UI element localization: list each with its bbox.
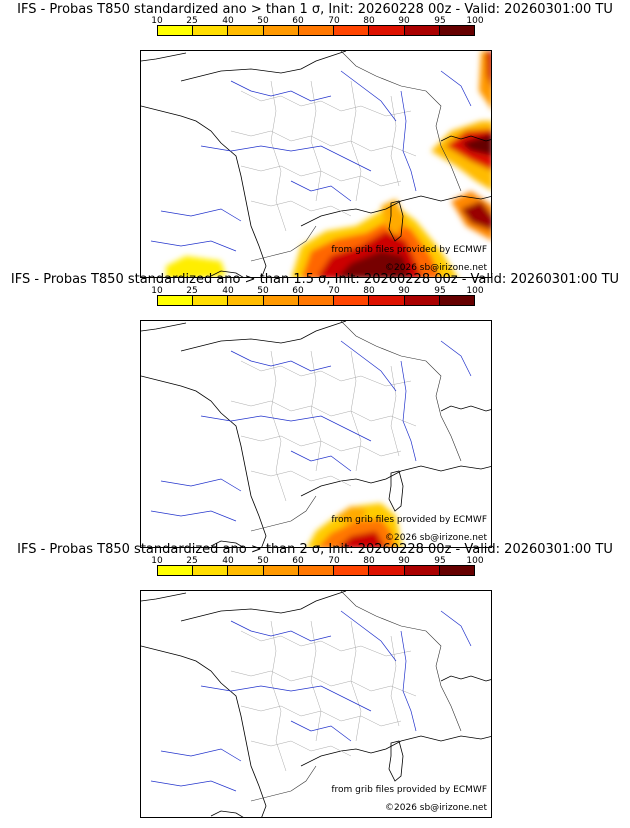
colorbar-tick: 10 — [151, 16, 163, 26]
credit-source: from grib files provided by ECMWF — [331, 785, 487, 795]
probability-shading — [307, 503, 403, 547]
colorbar-segment-40-50 — [228, 26, 264, 35]
credit-site: ©2026 sb@irizone.net — [385, 533, 487, 543]
colorbar-tick: 60 — [292, 556, 304, 566]
colorbar-tick: 95 — [434, 556, 446, 566]
colorbar-segment-60-70 — [298, 296, 335, 305]
colorbar-tick: 90 — [398, 16, 410, 26]
map-panel-1sigma: IFS - Probas T850 standardized ano > tha… — [0, 2, 630, 278]
colorbar-segment-40-50 — [228, 296, 264, 305]
colorbar-tick: 50 — [257, 556, 269, 566]
colorbar-segment-70-80 — [334, 26, 370, 35]
colorbar-segment-70-80 — [334, 296, 370, 305]
colorbar-tick: 40 — [222, 16, 234, 26]
colorbar-tick: 60 — [292, 286, 304, 296]
colorbar-segment-25-40 — [193, 26, 229, 35]
colorbar-tick: 25 — [186, 286, 198, 296]
colorbar-segment-90-95 — [404, 26, 440, 35]
colorbar-tick: 95 — [434, 286, 446, 296]
colorbar-tick: 50 — [257, 286, 269, 296]
colorbar-tick: 95 — [434, 16, 446, 26]
colorbar-segment-60-70 — [298, 566, 335, 575]
colorbar-segment-90-95 — [404, 566, 440, 575]
colorbar-tick: 25 — [186, 16, 198, 26]
colorbar-tick: 80 — [363, 286, 375, 296]
colorbar-segment-95-100 — [439, 566, 474, 575]
colorbar-segment-70-80 — [334, 566, 370, 575]
colorbar-tick: 40 — [222, 286, 234, 296]
colorbar-segment-10-25 — [158, 296, 194, 305]
colorbar-segment-10-25 — [158, 26, 194, 35]
colorbar-segment-50-60 — [263, 26, 299, 35]
colorbar-tick: 70 — [328, 286, 340, 296]
france-map: from grib files provided by ECMWF ©2026 … — [140, 50, 492, 278]
colorbar-tick: 80 — [363, 556, 375, 566]
colorbar-tick: 70 — [328, 16, 340, 26]
colorbar-segment-60-70 — [298, 26, 335, 35]
map-panel-1-5sigma: IFS - Probas T850 standardized ano > tha… — [0, 272, 630, 548]
colorbar — [157, 25, 475, 36]
colorbar-tick: 40 — [222, 556, 234, 566]
colorbar-tick: 50 — [257, 16, 269, 26]
probability-shading — [166, 51, 491, 277]
map-panel-2sigma: IFS - Probas T850 standardized ano > tha… — [0, 542, 630, 818]
france-map: from grib files provided by ECMWF ©2026 … — [140, 590, 492, 818]
colorbar-segment-90-95 — [404, 296, 440, 305]
colorbar-tick: 90 — [398, 556, 410, 566]
colorbar-segment-80-90 — [369, 26, 405, 35]
panel-title: IFS - Probas T850 standardized ano > tha… — [17, 2, 613, 17]
colorbar-tick: 60 — [292, 16, 304, 26]
colorbar — [157, 565, 475, 576]
colorbar-tick: 100 — [466, 556, 484, 566]
colorbar-segment-10-25 — [158, 566, 194, 575]
colorbar-segment-25-40 — [193, 296, 229, 305]
colorbar-segment-50-60 — [263, 296, 299, 305]
colorbar-tick: 70 — [328, 556, 340, 566]
colorbar-segment-50-60 — [263, 566, 299, 575]
panel-title: IFS - Probas T850 standardized ano > tha… — [17, 542, 613, 557]
colorbar-segment-80-90 — [369, 566, 405, 575]
colorbar-tick: 100 — [466, 16, 484, 26]
colorbar-segment-80-90 — [369, 296, 405, 305]
france-map: from grib files provided by ECMWF ©2026 … — [140, 320, 492, 548]
colorbar-tick: 90 — [398, 286, 410, 296]
colorbar-tick: 80 — [363, 16, 375, 26]
colorbar-segment-25-40 — [193, 566, 229, 575]
colorbar — [157, 295, 475, 306]
colorbar-tick: 100 — [466, 286, 484, 296]
colorbar-segment-40-50 — [228, 566, 264, 575]
credit-source: from grib files provided by ECMWF — [331, 515, 487, 525]
credit-site: ©2026 sb@irizone.net — [385, 803, 487, 813]
credit-site: ©2026 sb@irizone.net — [385, 263, 487, 273]
colorbar-tick: 25 — [186, 556, 198, 566]
credit-source: from grib files provided by ECMWF — [331, 245, 487, 255]
colorbar-segment-95-100 — [439, 26, 474, 35]
colorbar-tick: 10 — [151, 556, 163, 566]
colorbar-tick: 10 — [151, 286, 163, 296]
colorbar-segment-95-100 — [439, 296, 474, 305]
panel-title: IFS - Probas T850 standardized ano > tha… — [10, 272, 620, 287]
